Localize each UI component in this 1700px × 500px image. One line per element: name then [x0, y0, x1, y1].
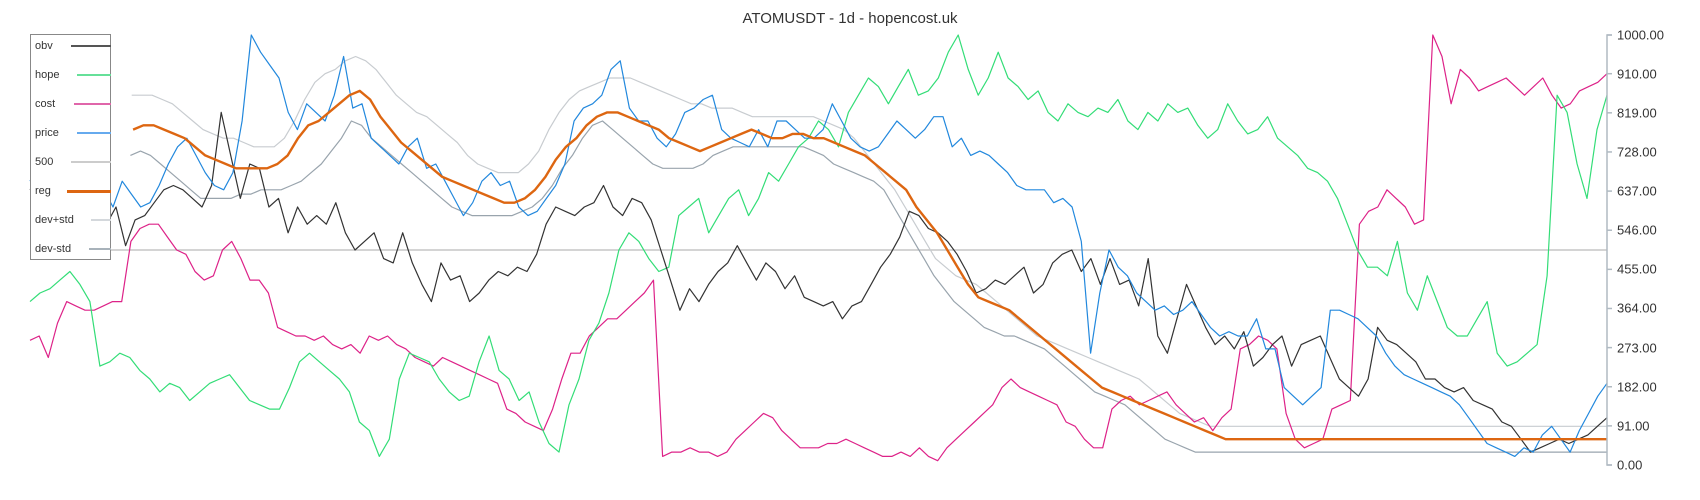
legend-label: price — [35, 127, 59, 139]
y-axis-line — [1606, 34, 1612, 466]
y-tick-label: 0.00 — [1617, 457, 1643, 473]
legend-swatch-hope — [77, 74, 111, 76]
series-line-price — [29, 34, 1608, 457]
legend-label: 500 — [35, 156, 54, 168]
series-layer — [29, 34, 1608, 462]
legend-label: obv — [35, 40, 53, 52]
legend-item-dev-plus-std[interactable]: dev+std — [35, 213, 111, 227]
legend-swatch-obv — [71, 45, 111, 47]
series-line-reg — [132, 89, 1607, 441]
legend-swatch-price — [77, 132, 111, 134]
legend-swatch-500 — [71, 161, 111, 163]
series-line-hope — [29, 34, 1608, 457]
legend-swatch-reg — [67, 190, 111, 193]
y-tick-label: 364.00 — [1617, 300, 1657, 316]
legend-swatch-cost — [74, 103, 111, 105]
legend-label: dev+std — [35, 214, 74, 226]
legend-item-hope[interactable]: hope — [35, 68, 111, 82]
y-tick-label: 910.00 — [1617, 66, 1657, 82]
series-line-dev-minus-std — [130, 120, 1607, 453]
legend: obv hope cost price 500 reg dev+std dev-… — [30, 34, 111, 260]
legend-item-reg[interactable]: reg — [35, 184, 111, 198]
legend-item-cost[interactable]: cost — [35, 97, 111, 111]
y-tick-label: 819.00 — [1617, 105, 1657, 121]
legend-item-dev-minus-std[interactable]: dev-std — [35, 242, 111, 256]
legend-item-price[interactable]: price — [35, 126, 111, 140]
series-line-obv — [29, 34, 1608, 453]
series-line-dev-plus-std — [131, 55, 1607, 427]
y-tick-label: 546.00 — [1617, 222, 1657, 238]
series-line-cost — [29, 34, 1608, 462]
legend-label: hope — [35, 69, 60, 81]
y-tick-label: 728.00 — [1617, 144, 1657, 160]
y-axis — [1606, 34, 1612, 466]
legend-swatch-dev-minus-std — [89, 248, 111, 250]
y-tick-label: 455.00 — [1617, 261, 1657, 277]
y-tick-label: 1000.00 — [1617, 27, 1664, 43]
legend-item-obv[interactable]: obv — [35, 39, 111, 53]
legend-label: reg — [35, 185, 51, 197]
chart-title: ATOMUSDT - 1d - hopencost.uk — [742, 10, 958, 27]
y-tick-label: 91.00 — [1617, 418, 1650, 434]
y-tick-label: 637.00 — [1617, 183, 1657, 199]
y-tick-label: 273.00 — [1617, 340, 1657, 356]
y-tick-label: 182.00 — [1617, 379, 1657, 395]
legend-label: cost — [35, 98, 56, 110]
legend-swatch-dev-plus-std — [91, 219, 111, 221]
legend-item-500[interactable]: 500 — [35, 155, 111, 169]
legend-label: dev-std — [35, 243, 72, 255]
